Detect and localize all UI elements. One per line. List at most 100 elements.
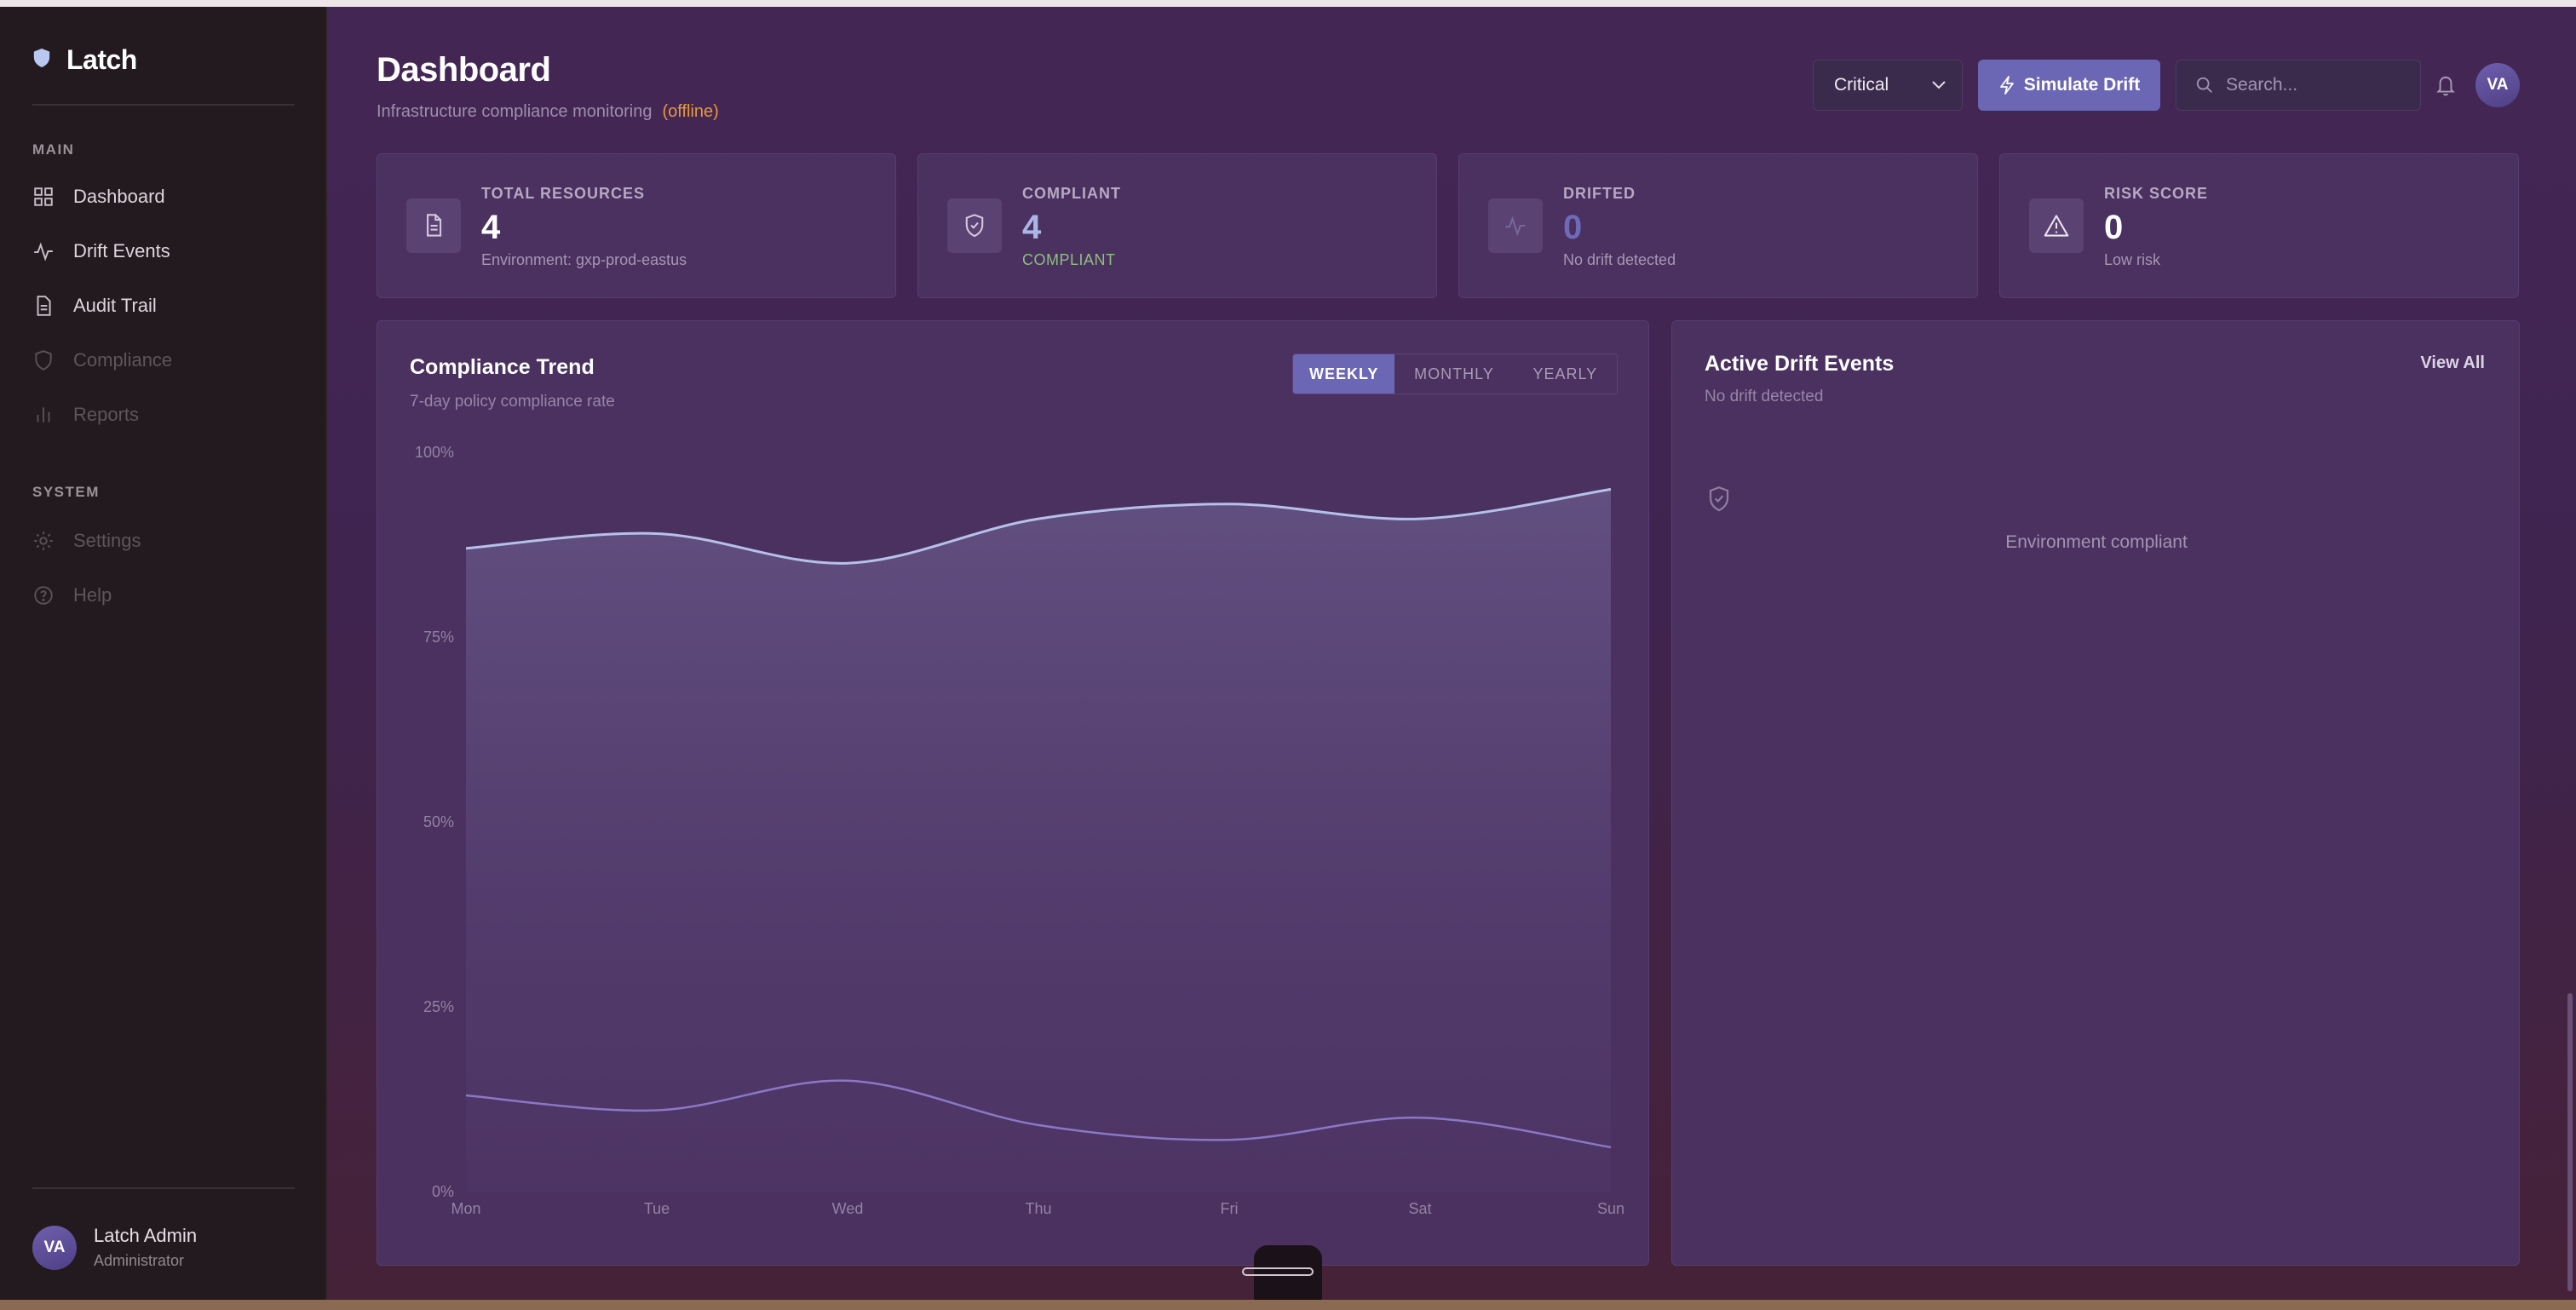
tab-yearly[interactable]: YEARLY <box>1532 365 1598 382</box>
stat-sub: Low risk <box>2104 251 2161 268</box>
file-icon <box>37 296 51 316</box>
search-box[interactable] <box>2176 60 2421 111</box>
warning-icon <box>2029 198 2084 253</box>
empty-state-text: Environment compliant <box>2005 532 2188 552</box>
stat-card-compliant: COMPLIANT 4 COMPLIANT <box>917 153 1437 298</box>
search-input[interactable] <box>2226 75 2413 95</box>
lightning-icon <box>1999 76 2014 95</box>
stat-label: TOTAL RESOURCES <box>481 185 646 202</box>
sidebar-item-label: Audit Trail <box>73 295 157 316</box>
x-tick-label: Thu <box>1025 1200 1051 1217</box>
series-line-compliance <box>465 487 1612 565</box>
window-bottom-edge <box>0 1300 2576 1310</box>
shield-logo-icon <box>32 48 51 72</box>
sidebar-item-drift-events[interactable]: Drift Events <box>32 234 170 268</box>
tab-weekly[interactable]: WEEKLY <box>1293 354 1395 394</box>
gear-icon <box>34 531 53 550</box>
stat-sub: Environment: gxp-prod-eastus <box>481 251 687 268</box>
user-name: Latch Admin <box>94 1225 198 1246</box>
y-tick-label: 25% <box>423 998 454 1015</box>
x-tick-label: Wed <box>832 1200 864 1217</box>
sidebar-item-dashboard[interactable]: Dashboard <box>32 180 165 214</box>
sidebar-divider <box>32 104 295 106</box>
tab-monthly[interactable]: MONTHLY <box>1414 365 1494 382</box>
sidebar-item-label: Dashboard <box>73 186 165 207</box>
y-tick-label: 100% <box>415 444 454 461</box>
subtitle-text: Infrastructure compliance monitoring <box>377 102 653 121</box>
y-tick-label: 50% <box>423 813 454 830</box>
window-top-edge <box>0 0 2576 7</box>
sidebar-item-settings[interactable]: Settings <box>32 524 141 558</box>
page-subtitle: Infrastructure compliance monitoring (off… <box>377 102 719 122</box>
shield-check-icon <box>947 198 1002 253</box>
stat-label: RISK SCORE <box>2104 185 2209 202</box>
stat-sub: COMPLIANT <box>1022 251 1116 268</box>
stat-value: 0 <box>2104 209 2124 246</box>
severity-value: Critical <box>1834 75 1889 95</box>
sidebar: Latch MAIN Dashboard Drift Events Audit … <box>0 7 327 1300</box>
compliance-trend-panel: 100% 75% 50% 25% 0% Mon Tue Wed Thu Fri Sat Sun Com… <box>377 320 1649 1266</box>
shield-icon <box>35 350 52 371</box>
sidebar-divider <box>32 1187 295 1189</box>
view-all-link[interactable]: View All <box>2420 353 2485 372</box>
section-label-system: SYSTEM <box>32 484 100 500</box>
sidebar-item-label: Compliance <box>73 349 173 371</box>
stat-sub: No drift detected <box>1563 251 1676 268</box>
chevron-down-icon <box>1932 81 1946 89</box>
brand-name: Latch <box>66 44 137 75</box>
panel-subtitle: 7-day policy compliance rate <box>410 393 615 411</box>
period-tabs: WEEKLY MONTHLY YEARLY <box>1292 353 1618 394</box>
x-tick-label: Fri <box>1221 1200 1239 1217</box>
sidebar-item-help[interactable]: Help <box>32 578 112 612</box>
document-icon <box>406 198 461 253</box>
sidebar-item-audit-trail[interactable]: Audit Trail <box>32 289 157 323</box>
x-tick-label: Sun <box>1597 1200 1624 1217</box>
panel-title: Compliance Trend <box>410 355 595 379</box>
stat-card-drifted: DRIFTED 0 No drift detected <box>1458 153 1978 298</box>
panel-title: Active Drift Events <box>1705 352 1895 376</box>
sidebar-item-label: Reports <box>73 404 140 425</box>
user-profile[interactable]: VA Latch Admin Administrator <box>32 1225 197 1270</box>
sidebar-item-label: Drift Events <box>73 240 170 261</box>
header-avatar[interactable]: VA <box>2475 63 2520 107</box>
bar-chart-icon <box>37 407 50 422</box>
shield-check-icon <box>1706 485 1732 518</box>
simulate-drift-label: Simulate Drift <box>2023 75 2141 95</box>
y-tick-label: 0% <box>432 1183 454 1200</box>
stat-value: 4 <box>1022 209 1042 246</box>
compliance-trend-chart: 100% 75% 50% 25% 0%Mon Tue Wed Thu Fri Sat Sun <box>415 444 1624 1217</box>
scrollbar[interactable] <box>2567 993 2573 1291</box>
stat-label: COMPLIANT <box>1022 185 1121 202</box>
stat-card-total-resources: TOTAL RESOURCES 4 Environment: gxp-prod-… <box>377 153 896 298</box>
avatar: VA <box>32 1225 77 1270</box>
user-role: Administrator <box>94 1252 185 1269</box>
x-tick-label: Sat <box>1408 1200 1431 1217</box>
activity-icon <box>34 242 53 261</box>
sidebar-item-label: Settings <box>73 530 141 551</box>
activity-icon <box>1488 198 1543 253</box>
y-tick-label: 75% <box>423 629 454 646</box>
stat-value: 4 <box>481 209 501 246</box>
section-label-main: MAIN <box>32 141 75 158</box>
grid-icon <box>34 187 53 206</box>
series-line-drift <box>465 1079 1612 1149</box>
brand[interactable]: Latch <box>32 44 137 76</box>
status-badge: (offline) <box>662 102 719 121</box>
search-icon <box>2196 77 2212 93</box>
sidebar-item-reports[interactable]: Reports <box>32 398 139 432</box>
compliance-area <box>466 489 1611 1192</box>
stat-label: DRIFTED <box>1563 185 1636 202</box>
bell-icon[interactable] <box>2435 73 2457 101</box>
active-drift-events-panel: Active Drift Events No drift detected Vi… <box>1671 320 2520 1266</box>
stat-value: 0 <box>1563 209 1583 246</box>
page-title: Dashboard <box>377 51 551 89</box>
dock-indicator <box>1242 1267 1314 1276</box>
panel-subtitle: No drift detected <box>1705 388 1824 405</box>
help-circle-icon <box>34 586 53 605</box>
x-tick-label: Mon <box>451 1200 480 1217</box>
sidebar-item-label: Help <box>73 584 112 606</box>
severity-select[interactable]: Critical <box>1813 60 1963 111</box>
simulate-drift-button[interactable]: Simulate Drift <box>1978 60 2160 111</box>
sidebar-item-compliance[interactable]: Compliance <box>32 343 172 377</box>
